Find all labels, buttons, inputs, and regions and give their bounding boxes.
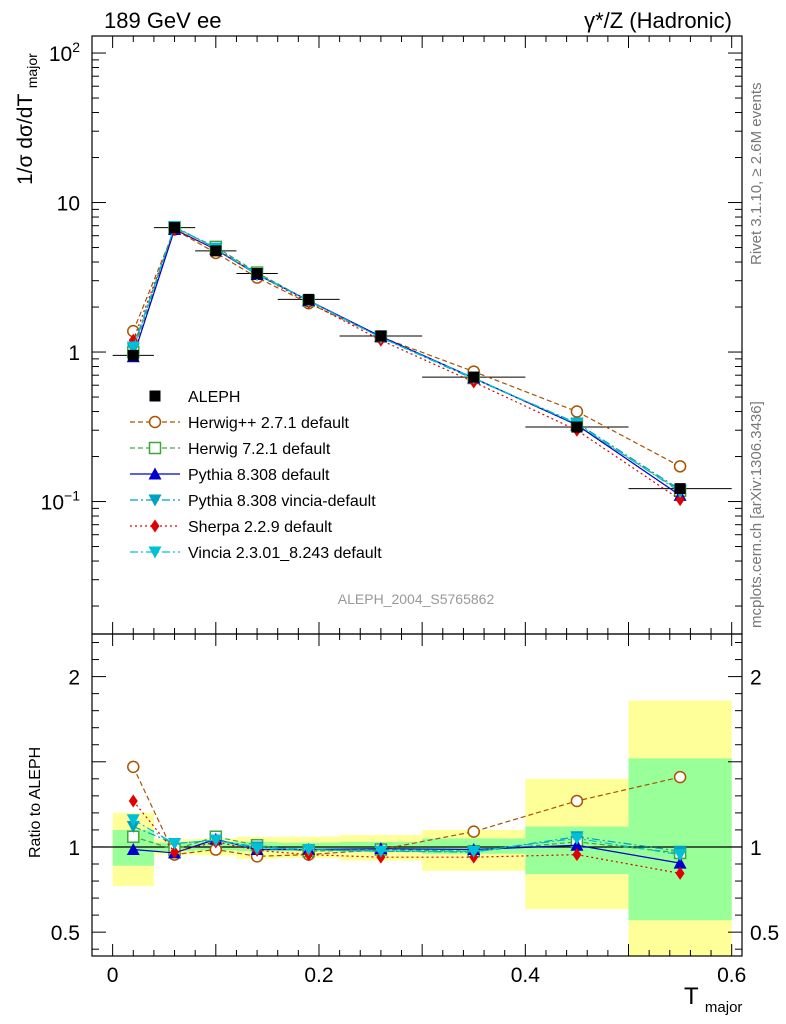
ratio-series-point-5 [570, 832, 584, 845]
data-point [127, 349, 139, 361]
ratio-series-line-4 [132, 800, 681, 874]
legend-label: Herwig 7.2.1 default [188, 441, 331, 458]
ratio-series-point-5 [126, 814, 140, 827]
legend-label: Vincia 2.3.01_8.243 default [188, 545, 382, 562]
main-series-point-4 [675, 493, 685, 507]
data-point [468, 371, 480, 383]
main-series-point-0 [673, 460, 687, 473]
main-series-point-0 [570, 405, 584, 418]
ratio-y-tick-label-left: 2 [68, 667, 80, 690]
x-tick-label: 0.6 [717, 964, 746, 987]
main-series-line-3 [132, 225, 681, 491]
ratio-series-point-0 [673, 770, 687, 784]
legend-marker [148, 467, 162, 480]
main-series-line-0 [132, 228, 681, 467]
y-tick-label: 10−1 [41, 488, 81, 515]
ratio-panel: 0 0.2 0.4 0.60.5 0.51 12 2 [51, 36, 779, 987]
legend-marker [148, 415, 162, 429]
x-tick-label: 0 [107, 964, 119, 987]
ratio-series-point-4 [675, 866, 685, 880]
data-point [375, 330, 387, 342]
legend-label: Sherpa 2.2.9 default [188, 519, 333, 536]
ratio-series-point-4 [128, 794, 138, 808]
legend-marker [148, 546, 162, 559]
data-point [571, 421, 583, 433]
legend-label: Pythia 8.308 vincia-default [188, 493, 376, 510]
y-tick-label-base: 10 [49, 43, 72, 66]
ratio-series-point-2 [126, 843, 140, 856]
x-axis-title-text: T [684, 983, 699, 1010]
ratio-series-point-0 [570, 794, 584, 808]
y-tick-label-exp: 2 [72, 39, 80, 55]
ratio-series-point-4 [572, 848, 582, 862]
ratio-series-point-0 [467, 825, 480, 838]
mcplots-label: mcplots.cern.ch [arXiv:1306.3436] [748, 401, 765, 628]
y-tick-label: 10 [57, 193, 80, 216]
ratio-y-tick-label-right: 0.5 [750, 922, 779, 945]
x-tick-label: 0.4 [511, 964, 541, 987]
ratio-y-tick-label-left: 1 [68, 837, 80, 860]
y-tick-label-base: 1 [68, 342, 80, 365]
x-axis-title: T major [684, 983, 742, 1016]
data-point [210, 245, 222, 257]
main-y-axis-title-text: 1/σ dσ/dT [14, 94, 37, 185]
ratio-series-point-5 [168, 838, 182, 851]
x-axis-title-sub: major [705, 999, 743, 1016]
main-series-point-5 [126, 341, 140, 354]
legend-marker [149, 390, 161, 402]
legend-marker [148, 441, 162, 455]
header-left: 189 GeV ee [104, 8, 221, 33]
ratio-y-tick-label-right: 2 [750, 667, 762, 690]
y-tick-label-exp: −1 [64, 488, 80, 504]
main-series-line-4 [132, 228, 681, 501]
ratio-y-axis-title: Ratio to ALEPH [27, 747, 44, 858]
y-tick-label-base: 10 [57, 193, 80, 216]
y-tick-label-base: 10 [41, 492, 64, 515]
header-right: γ*/Z (Hadronic) [584, 8, 732, 33]
legend-label: Herwig++ 2.7.1 default [188, 415, 350, 432]
ratio-series-point-5 [250, 843, 264, 856]
legend: ALEPH Herwig++ 2.7.1 default Herwig 7.2.1 … [130, 389, 382, 562]
ratio-series-point-5 [374, 845, 388, 858]
ratio-series-point-2 [673, 856, 687, 869]
ratio-series-point-5 [209, 834, 223, 847]
ratio-y-tick-label-left: 0.5 [51, 922, 80, 945]
y-tick-label: 102 [49, 39, 80, 66]
ratio-frame [91, 633, 743, 957]
data-point [251, 268, 263, 280]
data-point [169, 222, 181, 234]
ratio-series-point-5 [467, 845, 481, 858]
main-y-axis-title: 1/σ dσ/dT major [14, 53, 40, 185]
legend-marker [148, 494, 162, 507]
x-tick-label: 0.2 [304, 964, 333, 987]
ratio-series-point-4 [170, 845, 180, 859]
data-point [303, 293, 315, 305]
data-point [674, 483, 686, 495]
legend-marker [150, 519, 160, 533]
ratio-series-point-5 [302, 844, 316, 857]
ratio-series-point-5 [673, 849, 687, 862]
analysis-label: ALEPH_2004_S5765862 [338, 591, 495, 607]
main-y-axis-title-sub: major [24, 53, 40, 88]
legend-label: Pythia 8.308 default [188, 467, 330, 484]
legend-label: ALEPH [188, 389, 240, 406]
ratio-series-point-0 [127, 760, 140, 774]
ratio-y-tick-label-right: 1 [750, 837, 762, 860]
ratio-series-point-3 [126, 821, 140, 834]
y-tick-label: 1 [68, 342, 80, 365]
rivet-version-label: Rivet 3.1.10, ≥ 2.6M events [748, 83, 765, 266]
